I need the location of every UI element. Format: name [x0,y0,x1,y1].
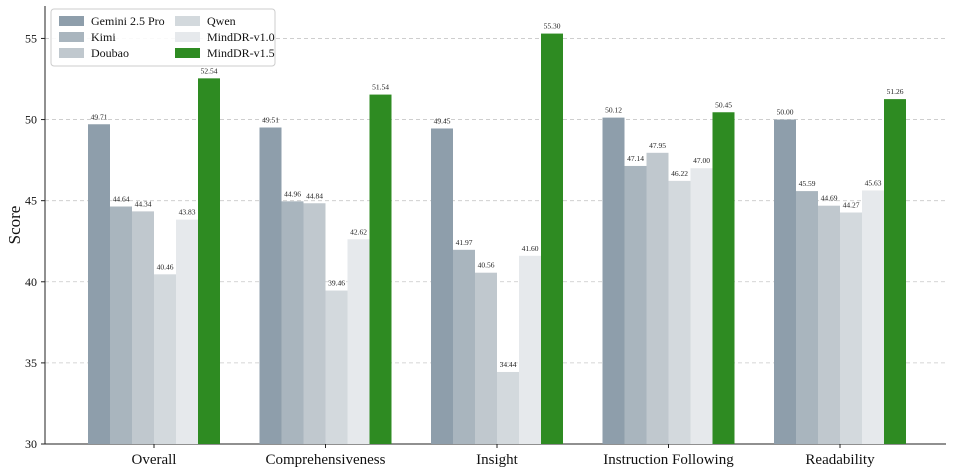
data-label: 34.44 [500,360,517,369]
legend-swatch [59,32,84,42]
legend-label: MindDR-v1.5 [207,46,275,60]
bar-gemini-2-5-pro [259,127,282,444]
bar-gemini-2-5-pro [774,119,796,445]
legend-label: Qwen [207,14,236,28]
data-label: 39.46 [328,279,345,288]
bar-minddr-v1-0 [519,255,541,444]
bar-doubao [132,211,154,444]
bar-qwen [840,212,862,444]
bar-doubao [818,205,840,444]
data-label: 46.22 [671,169,688,178]
bar-doubao [646,152,669,445]
x-tick-label: Instruction Following [603,452,734,468]
bar-qwen [668,180,691,444]
data-label: 44.84 [306,191,323,200]
bar-minddr-v1-5 [712,112,735,444]
data-label: 51.26 [887,87,904,96]
bar-minddr-v1-0 [862,190,884,444]
legend-swatch [175,16,200,26]
data-label: 50.45 [715,100,732,109]
bar-minddr-v1-0 [690,168,713,444]
bar-gemini-2-5-pro [88,124,110,444]
data-label: 50.00 [777,108,794,117]
bar-minddr-v1-5 [541,33,563,444]
legend-box [50,8,276,67]
bar-minddr-v1-0 [176,219,198,444]
data-label: 51.54 [372,83,389,92]
data-label: 44.27 [843,201,860,210]
bar-kimi [624,165,647,444]
data-label: 41.60 [522,244,539,253]
data-label: 41.97 [456,238,473,247]
data-label: 45.59 [799,179,816,188]
bar-doubao [303,203,326,444]
bar-qwen [154,274,176,444]
bar-qwen [497,371,519,444]
legend-swatch [59,16,84,26]
x-tick-label: Comprehensiveness [266,452,386,468]
data-label: 49.45 [434,116,451,125]
data-label: 42.62 [350,227,367,236]
legend-label: Kimi [91,30,116,44]
data-label: 50.12 [605,106,622,115]
data-label: 45.63 [865,178,882,187]
data-label: 49.51 [262,116,279,125]
legend: Gemini 2.5 Pro Kimi Doubao Qwen MindDR-v1.0 M… [50,8,276,67]
bar-minddr-v1-5 [369,94,392,444]
legend-label: Gemini 2.5 Pro [91,14,165,28]
data-label: 40.46 [157,262,174,271]
legend-swatch [175,32,200,42]
legend-label: Doubao [91,46,129,60]
data-label: 47.95 [649,141,666,150]
data-label: 49.71 [91,112,108,121]
legend-swatch [175,48,200,58]
data-label: 52.54 [201,66,218,75]
data-label: 44.96 [284,189,301,198]
legend-label: MindDR-v1.0 [207,30,275,44]
bar-qwen [325,290,348,444]
data-label: 44.34 [135,199,152,208]
y-axis-label: Score [5,206,24,245]
bar-gemini-2-5-pro [431,128,453,444]
legend-swatch [59,48,84,58]
x-tick-label: Insight [476,452,519,468]
data-label: 43.83 [179,208,196,217]
x-tick-label: Overall [132,452,177,468]
bar-kimi [453,249,475,444]
bar-kimi [796,191,818,444]
bar-kimi [281,201,304,444]
data-label: 44.69 [821,194,838,203]
data-label: 55.30 [544,22,561,31]
bar-gemini-2-5-pro [602,117,625,444]
y-tick-label: 50 [25,113,37,127]
bar-minddr-v1-0 [347,239,370,444]
data-label: 47.14 [627,154,644,163]
y-tick-label: 35 [25,356,37,370]
data-label: 47.00 [693,156,710,165]
y-tick-label: 40 [25,275,37,289]
x-tick-label: Readability [805,452,875,468]
bar-kimi [110,206,132,444]
y-tick-label: 30 [25,437,37,451]
data-label: 44.64 [113,195,130,204]
bar-minddr-v1-5 [198,78,220,445]
data-label: 40.56 [478,261,495,270]
y-tick-label: 45 [25,194,37,208]
bar-minddr-v1-5 [884,99,906,445]
bar-doubao [475,272,497,444]
y-tick-label: 55 [25,31,37,45]
